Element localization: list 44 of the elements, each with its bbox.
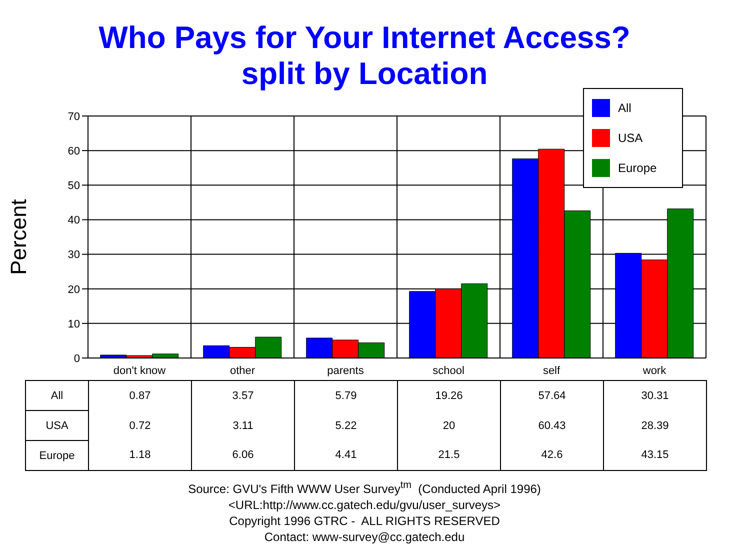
data-label: 4.41: [294, 440, 398, 470]
text: Copyright 1996 GTRC - ALL RIGHTS RESERVED: [229, 514, 500, 528]
data-label: 42.6: [500, 440, 604, 470]
data-label: 19.26: [398, 380, 500, 410]
data-label: 57.64: [500, 380, 604, 410]
x-tick-label: work: [642, 364, 667, 377]
data-label: 20: [398, 410, 500, 440]
x-tick-label: parents: [327, 364, 364, 377]
x-tick-label: don't know: [113, 364, 166, 377]
data-label: 3.11: [192, 410, 294, 440]
y-tick-label: 70: [68, 110, 80, 123]
y-axis-title: Percent: [6, 199, 31, 275]
y-tick-label: 40: [68, 214, 80, 227]
y-tick-label: 10: [68, 318, 80, 330]
legend-label: All: [618, 101, 632, 115]
legend-label: USA: [618, 131, 643, 145]
data-label: 21.5: [398, 440, 500, 470]
text: USA: [46, 420, 68, 432]
data-label: 28.39: [604, 410, 706, 440]
data-label: 60.43: [500, 410, 604, 440]
data-label: 1.18: [88, 440, 192, 470]
data-label: 3.57: [192, 380, 294, 410]
y-tick-label: 30: [68, 249, 80, 262]
legend-label: Europe: [618, 161, 657, 175]
x-tick-label: other: [230, 364, 256, 377]
data-label: 5.79: [294, 380, 398, 410]
x-tick-label: school: [432, 364, 464, 377]
data-label: 0.72: [88, 410, 192, 440]
chart-title: Who Pays for Your Internet Access? split by Location: [98, 20, 632, 92]
data-label: 5.22: [294, 410, 398, 440]
data-label: 0.87: [88, 380, 192, 410]
y-tick-label: 60: [68, 145, 80, 158]
text: Europe: [39, 450, 75, 462]
data-label: 30.31: [604, 380, 706, 410]
text: <URL:http://www.cc.gatech.edu/gvu/user_surveys>: [228, 498, 501, 512]
y-tick-label: 20: [68, 284, 80, 296]
y-tick-label: 0: [74, 352, 80, 365]
source-note: Source: GVU's Fifth WWW User Survey$^{tm}$ (Conducted April 1996): [188, 480, 541, 496]
text: All: [50, 390, 64, 402]
data-label: 43.15: [604, 440, 706, 470]
x-tick-label: self: [542, 364, 561, 377]
y-tick-label: 50: [68, 180, 80, 192]
data-label: 6.06: [192, 440, 294, 470]
text: Contact: www-survey@cc.gatech.edu: [264, 530, 465, 544]
